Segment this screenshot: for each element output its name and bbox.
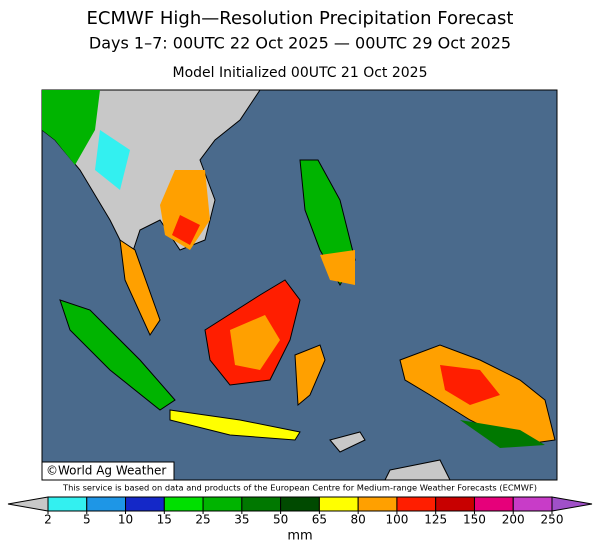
under-arrow xyxy=(7,496,49,512)
sulawesi xyxy=(294,344,326,407)
timor xyxy=(329,431,366,453)
color-bin xyxy=(163,496,204,512)
tick-label: 5 xyxy=(83,513,91,527)
rain-area xyxy=(95,130,130,190)
color-bin xyxy=(357,496,398,512)
init-time: Model Initialized 00UTC 21 Oct 2025 xyxy=(173,65,428,81)
color-bin xyxy=(318,496,359,512)
rain-area xyxy=(172,215,200,245)
color-bin xyxy=(512,496,553,512)
australia xyxy=(384,459,451,481)
tick-label: 50 xyxy=(273,513,288,527)
tick-label: 80 xyxy=(351,513,366,527)
rain-area xyxy=(230,315,280,370)
tick-label: 25 xyxy=(195,513,210,527)
color-bin xyxy=(202,496,243,512)
tick-label: 150 xyxy=(463,513,486,527)
color-bin xyxy=(473,496,514,512)
over-arrow xyxy=(551,496,593,512)
credit-box xyxy=(41,461,175,481)
sumatra xyxy=(59,299,176,411)
color-bin xyxy=(47,496,88,512)
rain-area xyxy=(460,420,545,448)
unit: mm xyxy=(287,529,312,544)
rain-area xyxy=(42,90,100,165)
color-bin xyxy=(125,496,165,512)
tick-label: 65 xyxy=(312,513,327,527)
map: ©World Ag Weather xyxy=(41,89,558,481)
tick-label: 125 xyxy=(424,513,447,527)
subtitle: Days 1–7: 00UTC 22 Oct 2025 — 00UTC 29 O… xyxy=(89,34,511,53)
rain-area xyxy=(320,250,355,285)
tick-label: 35 xyxy=(234,513,249,527)
tick-label: 15 xyxy=(157,513,172,527)
rain-area xyxy=(440,365,500,405)
peninsula xyxy=(119,238,161,337)
color-bin xyxy=(241,496,282,512)
tick-label: 200 xyxy=(502,513,525,527)
colorbar: 2 5 10 15 25 35 50 65 80 100 125 150 200 250 xyxy=(7,496,593,527)
disclaimer: This service is based on data and produc… xyxy=(62,483,537,493)
color-bin xyxy=(86,496,127,512)
java xyxy=(169,409,301,441)
title: ECMWF High—Resolution Precipitation Fore… xyxy=(87,8,514,29)
color-bin xyxy=(435,496,475,512)
tick-label: 2 xyxy=(44,513,52,527)
tick-label: 10 xyxy=(118,513,133,527)
tick-label: 250 xyxy=(541,513,564,527)
color-bin xyxy=(280,496,320,512)
tick-label: 100 xyxy=(385,513,408,527)
credit: ©World Ag Weather xyxy=(46,464,166,478)
color-bin xyxy=(396,496,437,512)
